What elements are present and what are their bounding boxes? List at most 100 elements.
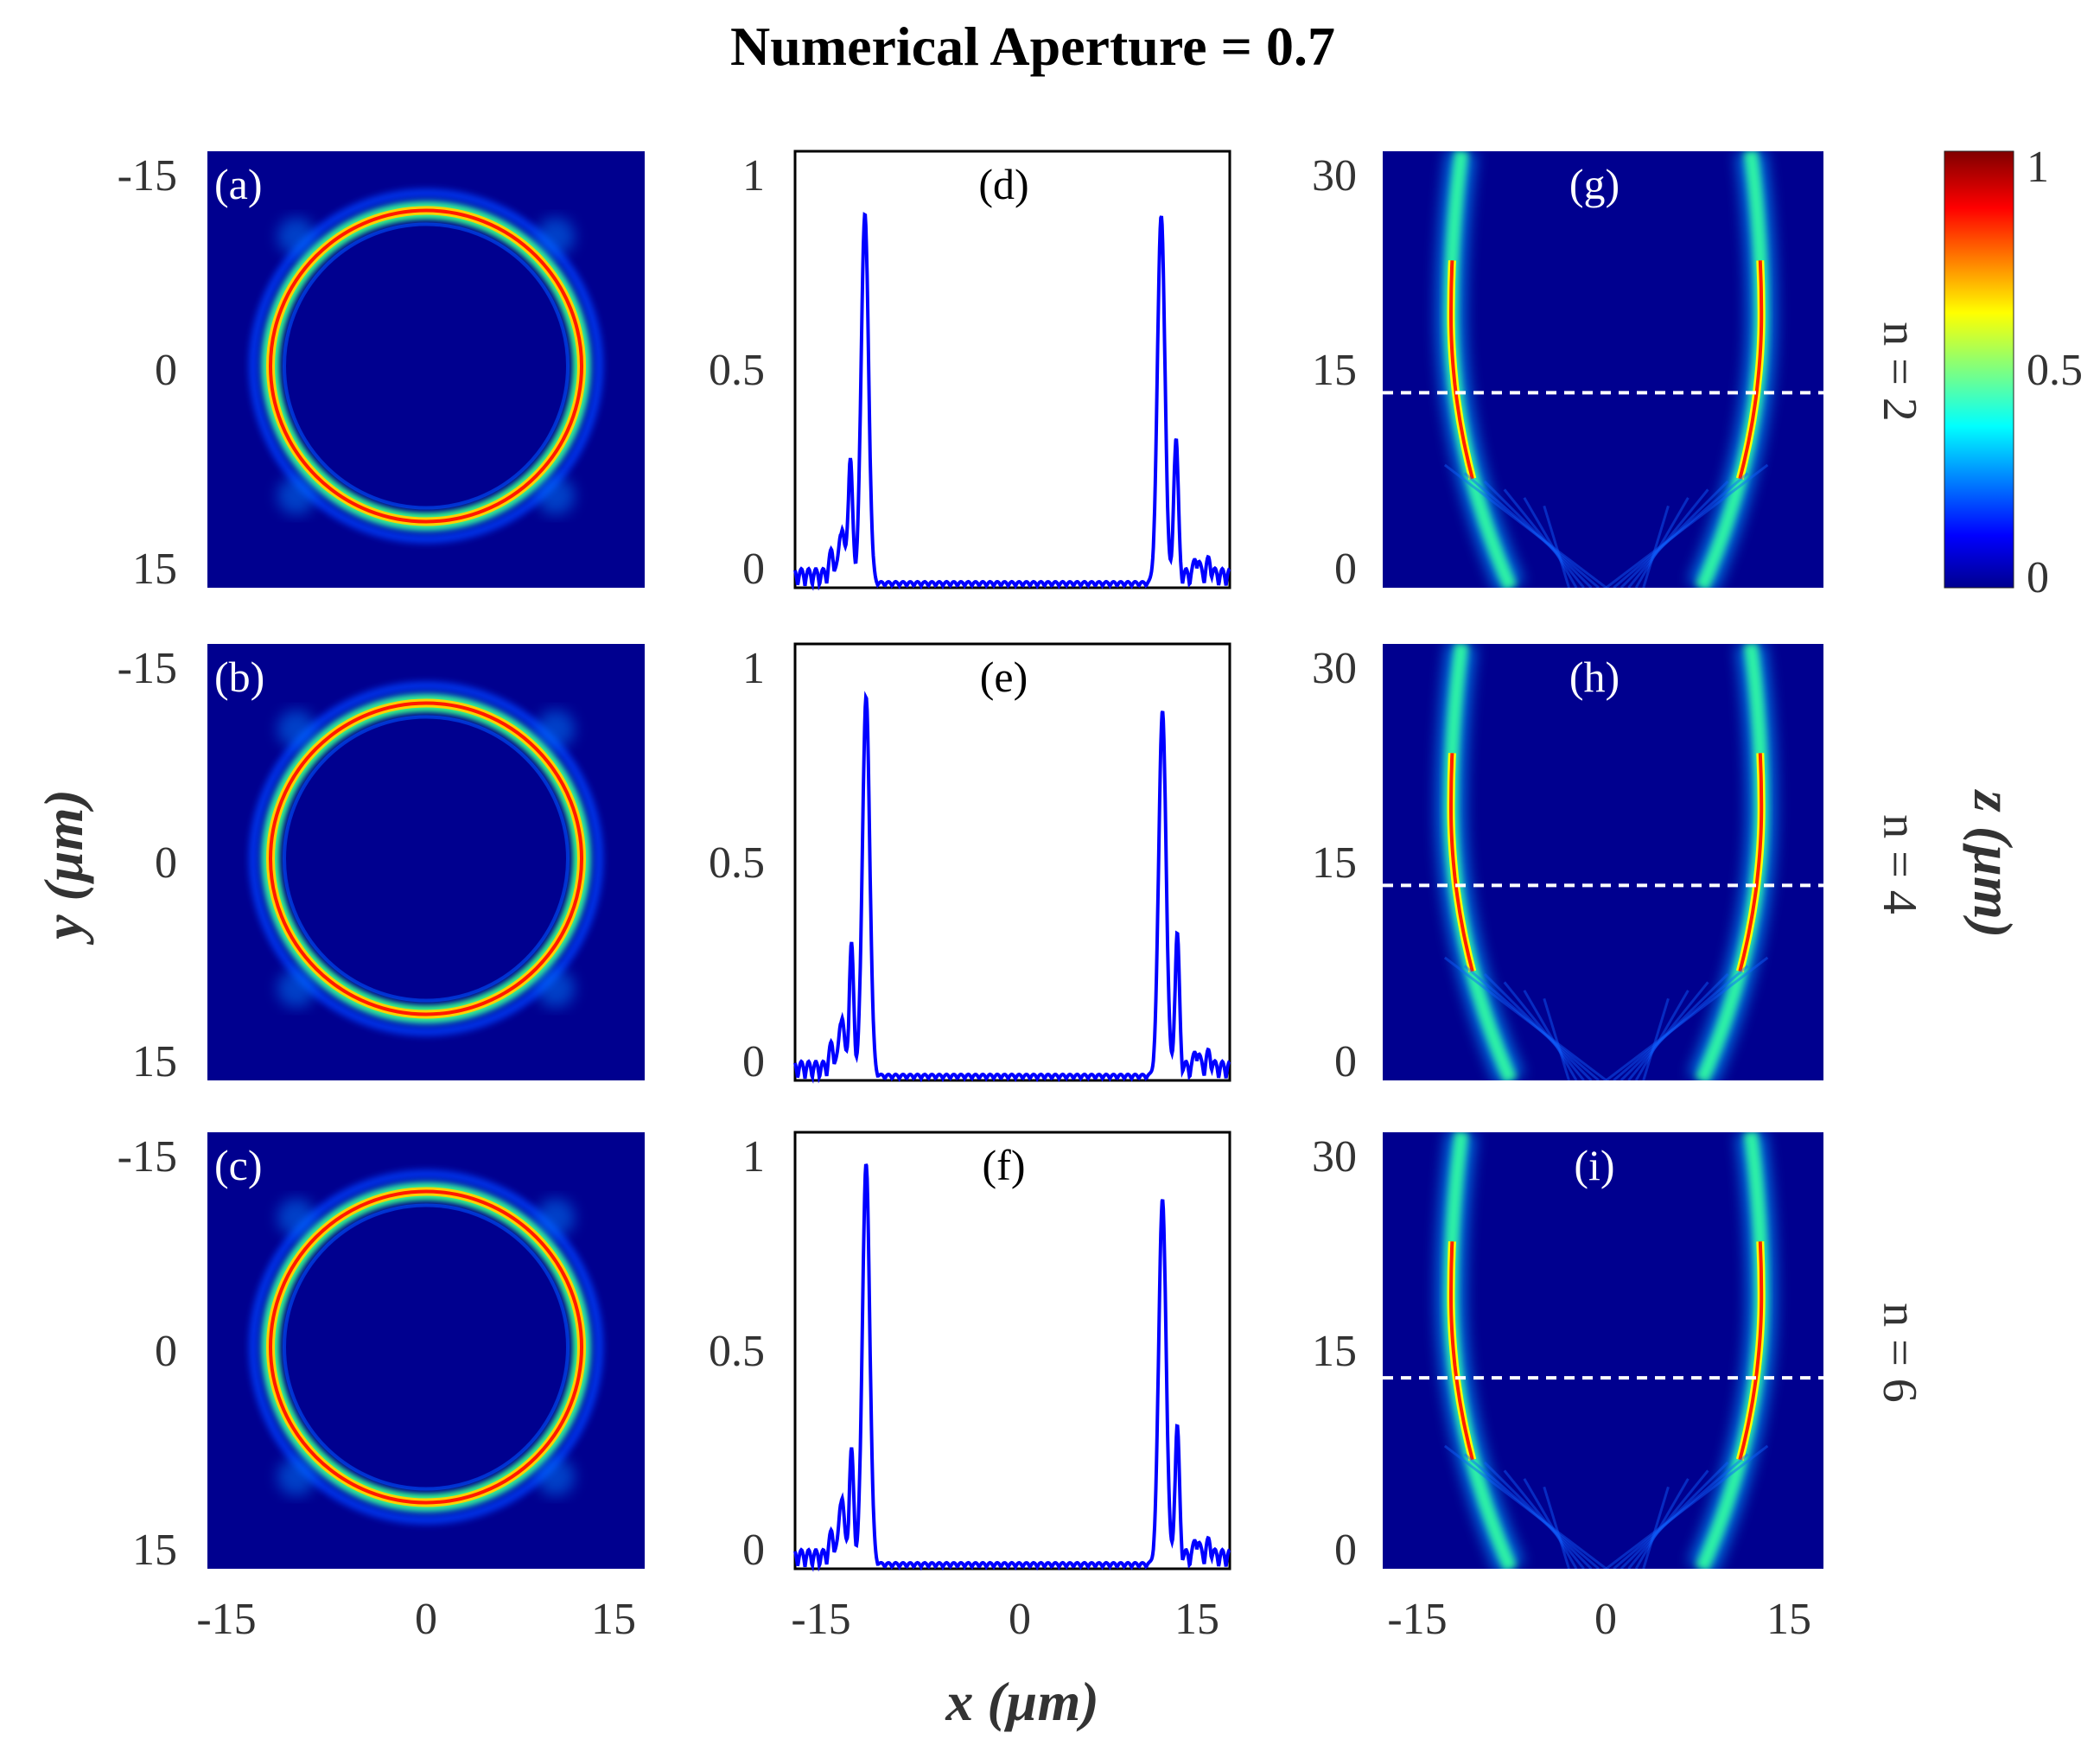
beam-fringe — [1605, 1444, 1769, 1569]
beam-fringe — [1627, 981, 1709, 1080]
prop-y-tick: 30 — [1312, 1132, 1357, 1182]
beam-fringe — [1443, 956, 1607, 1080]
profile-panels: (d) 1 0.5 0 (e) 1 0.5 0 (f) 1 0.5 0 -15 0 15 — [709, 150, 1231, 1644]
beam-fringe — [1463, 965, 1600, 1080]
profile-y-tick: 0 — [742, 545, 765, 594]
ring-inner-fringe — [283, 1203, 570, 1491]
profile-x-tick: -15 — [791, 1595, 850, 1644]
propagation-panels: (g) 30 15 0 (h) 30 15 0 (i) 30 15 0 -15 0 15 — [1312, 151, 1823, 1644]
ring-corner-speckle — [537, 710, 575, 749]
beam-fringe — [1620, 480, 1729, 588]
ring-heatmap — [249, 681, 603, 1036]
beam-fringe — [1627, 1469, 1709, 1569]
ring-main-red — [269, 701, 583, 1016]
beam-fringe — [1613, 1453, 1749, 1569]
profile-y-tick: 1 — [742, 151, 765, 201]
propagation-panel-h: (h) 30 15 0 — [1312, 644, 1823, 1086]
panel-label-f: (f) — [983, 1141, 1026, 1189]
ring-y-tick: 15 — [132, 1037, 177, 1086]
beam-fringe — [1543, 1486, 1570, 1569]
ring-corner-speckle — [537, 1457, 575, 1496]
beam-fringe — [1463, 1453, 1600, 1569]
propagation-heatmap — [1436, 151, 1777, 588]
profile-series-line — [793, 1163, 1231, 1572]
beam-fringe — [1642, 505, 1670, 588]
beam-fringe — [1634, 990, 1690, 1080]
ring-inner-fringe — [283, 222, 570, 510]
beam-fringe — [1543, 505, 1570, 588]
profile-y-tick: 0 — [742, 1037, 765, 1086]
ring-panel-a: (a) -15 0 15 — [118, 151, 645, 594]
beam-fringe — [1503, 488, 1585, 588]
prop-y-tick: 0 — [1334, 1526, 1357, 1575]
beam-core-red — [1449, 753, 1474, 972]
colorbar-tick-1: 1 — [2027, 143, 2049, 192]
panel-label-a: (a) — [214, 160, 263, 208]
ring-main-red — [269, 208, 583, 524]
figure-title: Numerical Aperture = 0.7 — [730, 16, 1335, 77]
beam-fringe — [1483, 480, 1593, 588]
panel-label-e: (e) — [980, 653, 1028, 701]
profile-y-tick: 0.5 — [709, 838, 765, 888]
ring-corner-speckle — [537, 476, 575, 515]
colorbar-tick-0.5: 0.5 — [2027, 346, 2083, 395]
beam-fringe — [1642, 997, 1670, 1080]
ring-corner-speckle — [277, 969, 315, 1008]
ring-corner-speckle — [277, 710, 315, 749]
profile-series-line — [793, 691, 1231, 1084]
profile-panel-f: (f) 1 0.5 0 — [709, 1131, 1231, 1575]
beam-core-red — [1738, 753, 1764, 972]
beam-fringe — [1605, 956, 1769, 1080]
beam-fringe — [1605, 463, 1769, 588]
beam-core-red — [1449, 1241, 1474, 1461]
prop-x-tick: 15 — [1766, 1595, 1811, 1644]
beam-fringe — [1613, 965, 1749, 1080]
profile-y-tick: 0 — [742, 1526, 765, 1575]
row-label-n4: n = 4 — [1873, 814, 1926, 914]
beam-fringe — [1620, 972, 1729, 1080]
profile-panel-d: (d) 1 0.5 0 — [709, 150, 1231, 594]
prop-y-tick: 15 — [1312, 1327, 1357, 1376]
profile-x-tick: 0 — [1009, 1595, 1031, 1644]
beam-fringe — [1543, 997, 1570, 1080]
ring-x-tick: -15 — [196, 1595, 256, 1644]
ring-y-tick: -15 — [118, 151, 177, 201]
prop-y-tick: 0 — [1334, 545, 1357, 594]
row-label-n2: n = 2 — [1873, 322, 1926, 422]
beam-fringe — [1634, 1478, 1690, 1569]
colorbar-tick-0: 0 — [2027, 553, 2049, 602]
beam-core-red — [1449, 260, 1474, 480]
profile-series-line — [793, 212, 1231, 591]
ring-fringe — [249, 1169, 603, 1525]
panel-label-d: (d) — [978, 160, 1028, 208]
propagation-heatmap — [1436, 644, 1777, 1080]
profile-x-tick: 15 — [1174, 1595, 1219, 1644]
ring-y-tick: -15 — [118, 644, 177, 693]
profile-y-tick: 0.5 — [709, 1327, 765, 1376]
panel-label-b: (b) — [214, 653, 264, 701]
beam-fringe — [1634, 497, 1690, 588]
ring-y-tick: 0 — [155, 838, 177, 888]
propagation-panel-g: (g) 30 15 0 — [1312, 151, 1823, 594]
beam-fringe — [1642, 1486, 1670, 1569]
beam-fringe — [1483, 972, 1593, 1080]
ring-x-tick: 15 — [591, 1595, 636, 1644]
ring-y-tick: -15 — [118, 1132, 177, 1182]
panel-label-g: (g) — [1569, 160, 1620, 208]
ring-corner-speckle — [277, 1457, 315, 1496]
beam-fringe — [1483, 1461, 1593, 1569]
ring-inner-fringe — [283, 715, 570, 1003]
ring-corner-speckle — [277, 217, 315, 256]
prop-y-tick: 30 — [1312, 644, 1357, 693]
ring-corner-speckle — [277, 1198, 315, 1237]
ring-panels: (a) -15 0 15 (b) -15 0 15 (c) -15 0 15 -15 0 15 — [118, 151, 645, 1644]
prop-y-tick: 15 — [1312, 346, 1357, 395]
prop-y-tick: 30 — [1312, 151, 1357, 201]
ring-y-tick: 15 — [132, 1526, 177, 1575]
ring-y-tick: 0 — [155, 346, 177, 395]
ring-fringe — [249, 188, 603, 544]
beam-fringe — [1503, 981, 1585, 1080]
colorbar — [1944, 150, 2014, 589]
panel-label-i: (i) — [1574, 1141, 1614, 1189]
